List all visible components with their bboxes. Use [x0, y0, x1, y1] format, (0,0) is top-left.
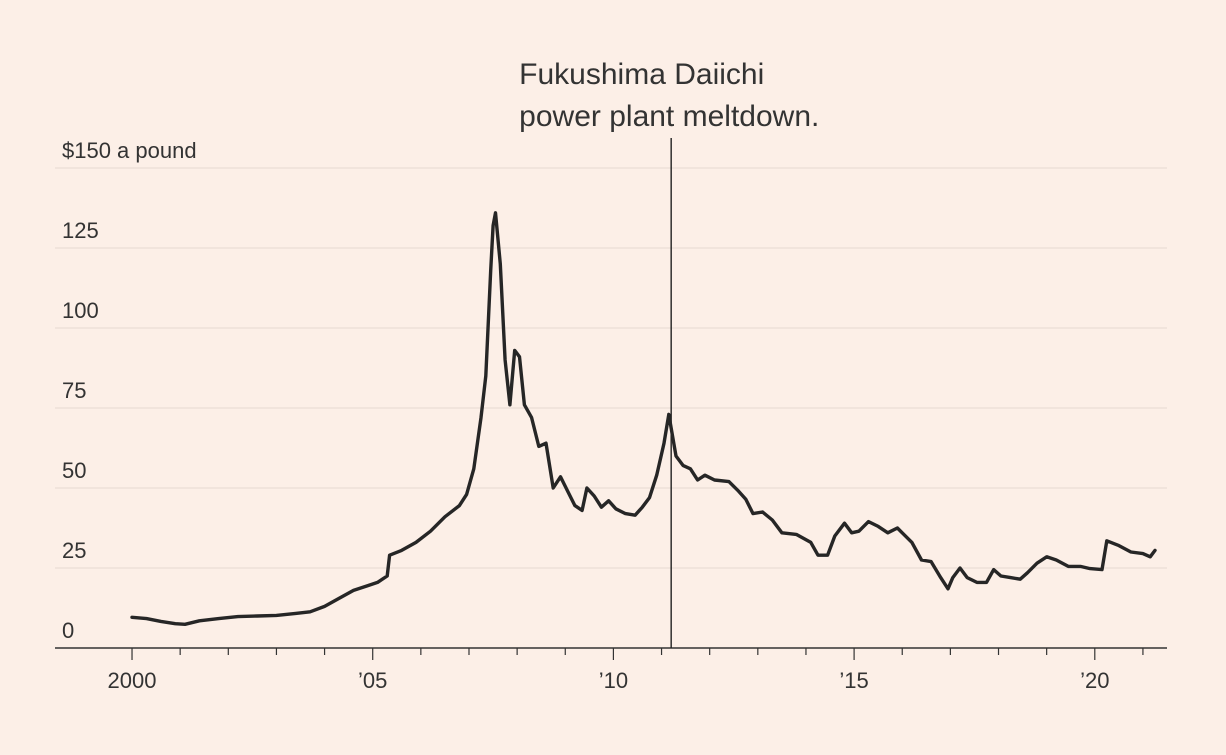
x-tick-label-2015: ’15	[839, 668, 868, 693]
y-tick-label-50: 50	[62, 458, 86, 483]
series-layer	[130, 211, 1157, 626]
y-tick-label-150: $150 a pound	[62, 138, 197, 163]
y-tick-label-25: 25	[62, 538, 86, 563]
y-tick-label-125: 125	[62, 218, 99, 243]
y-tick-label-0: 0	[62, 618, 74, 643]
annotation-line-1: Fukushima Daiichi	[519, 58, 764, 91]
x-tick-label-2000: 2000	[108, 668, 157, 693]
x-axis: 2000 ’05 ’10 ’15 ’20	[108, 648, 1144, 693]
y-axis-labels: 0 25 50 75 100 125 $150 a pound	[62, 138, 197, 643]
x-tick-label-2020: ’20	[1080, 668, 1109, 693]
y-tick-label-75: 75	[62, 378, 86, 403]
x-tick-label-2010: ’10	[599, 668, 628, 693]
gridlines	[55, 167, 1167, 569]
y-tick-label-100: 100	[62, 298, 99, 323]
series-line-0	[130, 211, 1157, 626]
x-tick-label-2005: ’05	[358, 668, 387, 693]
annotation-line-2: power plant meltdown.	[519, 100, 819, 133]
